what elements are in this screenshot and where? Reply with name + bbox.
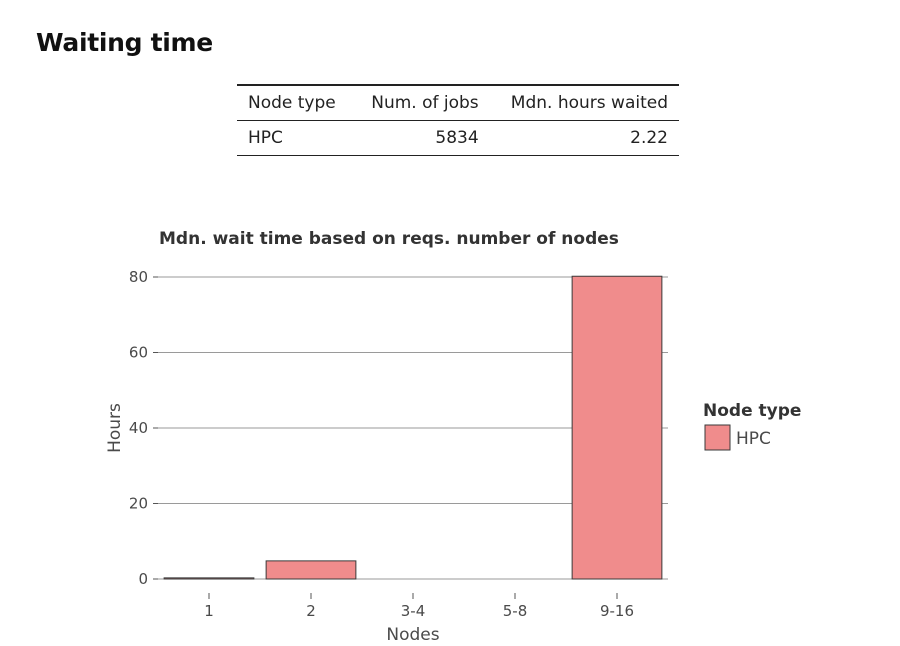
y-tick-label: 80 (129, 268, 148, 286)
bar-2 (265, 560, 357, 580)
y-axis-ticks: 0 20 40 60 80 (129, 268, 158, 588)
chart-title: Mdn. wait time based on reqs. number of … (159, 229, 619, 249)
header-node-type: Node type (248, 93, 336, 113)
bar-1 (163, 577, 255, 580)
cell-num-jobs: 5834 (435, 128, 479, 148)
y-tick-label: 40 (129, 419, 148, 437)
x-tick-label: 2 (306, 602, 316, 620)
y-tick-label: 20 (129, 495, 148, 513)
legend-label-hpc: HPC (736, 429, 771, 449)
x-axis-ticks: 1 2 3-4 5-8 9-16 (204, 593, 634, 620)
header-mdn-hours: Mdn. hours waited (510, 93, 668, 113)
cell-mdn-hours: 2.22 (630, 128, 668, 148)
legend-swatch-hpc (704, 424, 731, 451)
table-row: HPC 5834 2.22 (237, 121, 679, 156)
legend-title: Node type (703, 401, 801, 421)
bar-9-16 (571, 275, 663, 580)
y-tick-label: 0 (138, 570, 148, 588)
header-num-jobs: Num. of jobs (371, 93, 479, 113)
x-tick-label: 3-4 (401, 602, 426, 620)
x-axis-title: Nodes (386, 625, 439, 645)
summary-table: Node type Num. of jobs Mdn. hours waited… (237, 84, 679, 156)
page-title: Waiting time (36, 28, 213, 57)
cell-node-type: HPC (248, 128, 283, 148)
x-tick-label: 5-8 (503, 602, 528, 620)
bars (163, 275, 663, 580)
x-tick-label: 9-16 (600, 602, 634, 620)
y-tick-label: 60 (129, 344, 148, 362)
x-tick-label: 1 (204, 602, 214, 620)
table-header-row: Node type Num. of jobs Mdn. hours waited (237, 85, 679, 121)
legend: Node type HPC (703, 401, 801, 451)
y-axis-title: Hours (105, 403, 125, 453)
